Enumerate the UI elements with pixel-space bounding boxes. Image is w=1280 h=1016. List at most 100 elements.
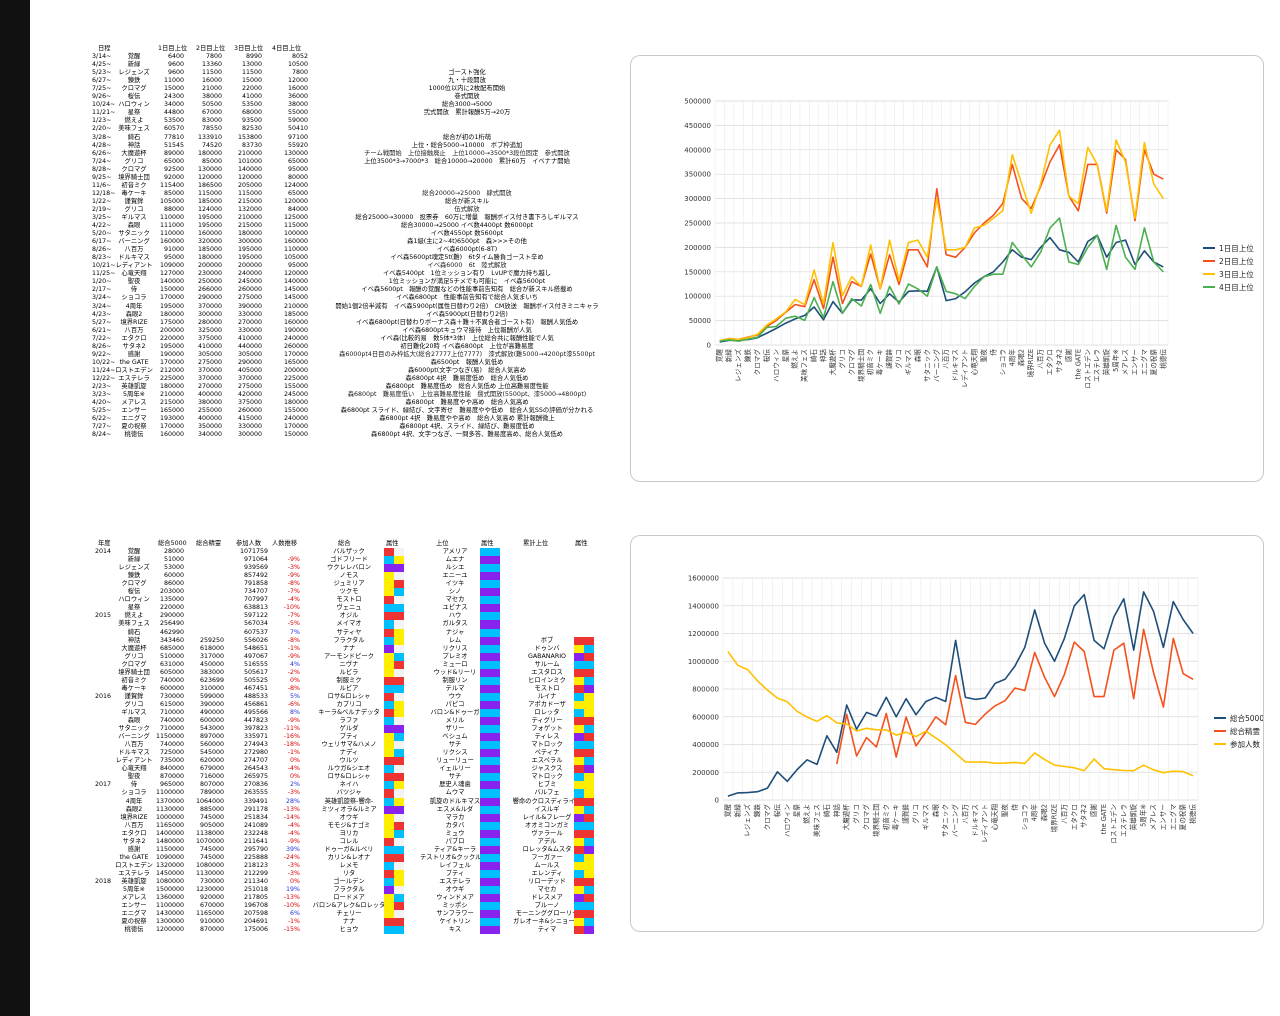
attribute-cell [584, 781, 594, 790]
participants-value: 335971 [243, 733, 268, 741]
table-row: 感謝 1150000 745000 295790 39% ドゥーガ&ルペリ ティア&キーラ ロ… [92, 845, 602, 854]
sogo-seirei-value: 910000 [199, 918, 224, 926]
attribute-cell [490, 829, 500, 838]
table-row: 11/24~ ロストエデン 212000 370000 405000 200000 森600… [92, 367, 602, 375]
attribute-cell [490, 894, 500, 903]
x-tick-label: 美味フェス [800, 349, 809, 382]
trend-value: -3% [287, 861, 300, 869]
x-tick-label: ギルマス [922, 804, 930, 830]
day4-value: 160000 [283, 318, 308, 326]
event-name: ショコラ [121, 789, 147, 797]
sogo5000-value: 220000 [159, 604, 184, 612]
attribute-cell [584, 700, 594, 709]
attribute-cell [394, 660, 404, 669]
day4-value: 95000 [287, 262, 308, 270]
sogo5000-value: 1430000 [155, 910, 184, 918]
event-name: 燃えよ [124, 117, 144, 125]
joui-card: レム [448, 636, 462, 644]
participants-value: 857492 [243, 572, 268, 580]
participants-value: 295790 [243, 845, 268, 853]
y-tick-label: 500000 [684, 98, 711, 106]
sogo-card: リタ [342, 869, 356, 877]
participants-value: 638813 [243, 604, 268, 612]
ruikei-card: ロレッタ&ムスタ [522, 845, 572, 853]
event-name: クロマグ [121, 165, 147, 173]
day1-value: 15000 [163, 85, 184, 93]
day2-value: 38000 [201, 93, 222, 101]
day3-value: 22000 [241, 85, 262, 93]
x-tick-label: 八百万 [961, 804, 969, 824]
attribute-cell [490, 684, 500, 693]
date: 3/25~ [92, 213, 112, 221]
attribute-cell [584, 813, 594, 822]
attribute-cell [490, 821, 500, 830]
sogo-card: ナナ [342, 918, 356, 926]
x-tick-label: 桜伝 [772, 804, 781, 818]
sogo5000-value: 1500000 [155, 886, 184, 894]
attribute-cell [384, 652, 394, 661]
attribute-cell [384, 588, 394, 597]
attribute-cell [480, 837, 490, 846]
legend-label: 総合5000 [1230, 713, 1263, 723]
sogo-card: ニヴナ [339, 660, 359, 668]
header-day3: 3日目上位 [234, 45, 264, 52]
note-text: 開始1個2倍半減有 イベ森5900pt(属性日替わり2倍) CM放送 報酬ボイス… [335, 302, 599, 310]
ruikei-card: エスペラル [531, 757, 563, 765]
attribute-cell [384, 894, 394, 903]
table-row: ギルマス 710000 490000 495566 8% キーラ&ベルナデッタ バロン&ドゥ… [92, 708, 602, 718]
ranking-summary-table: 年度 総合5000 総合精霊 参加人数 人数推移 総合 属性 上位 属性 累計上… [92, 540, 602, 1010]
table-row: 8/26~ サタネ2 195000 410000 440000 260000 初日難化20時… [92, 343, 602, 351]
joui-card: ミュウ [445, 829, 465, 837]
ranking-chart-svg: 0 50000 100000 150000 200000 250000 300000 3500… [684, 98, 1254, 389]
attribute-cell [384, 556, 394, 565]
table-row: 12/18~ 毒ケーキ 85000 115000 115000 65000 総合20000→… [92, 190, 602, 198]
attribute-cell [384, 660, 394, 669]
joui-card: オウギ [445, 886, 465, 894]
day4-value: 55000 [287, 109, 308, 117]
trend-value: 5% [290, 692, 300, 700]
day3-value: 260000 [237, 407, 262, 415]
sogo-card: ルウガ&シエオ [327, 765, 371, 773]
attribute-cell [490, 869, 500, 878]
table-row: 大魔遊杯 685000 618000 548651 -1% ナナ リクリス ドゥンバ [92, 644, 602, 653]
date: 8/28~ [92, 165, 112, 173]
date: 3/24~ [92, 294, 112, 302]
day3-value: 275000 [237, 382, 262, 390]
event-name: 大魔遊杯 [121, 644, 147, 652]
attribute-cell [384, 749, 394, 758]
attribute-cell [394, 604, 404, 613]
day4-value: 150000 [283, 431, 308, 439]
attribute-cell [394, 821, 404, 830]
attribute-cell [490, 652, 500, 661]
sogo-card: ミツィオラ&ルミア [321, 805, 377, 813]
attribute-cell [394, 708, 404, 718]
event-name: 初音ミク [121, 676, 147, 684]
legend-label: 1日目上位 [1219, 243, 1254, 253]
attribute-cell [394, 596, 404, 605]
participants-value: 211641 [243, 837, 268, 845]
sogo-card: ゴールデン [333, 877, 365, 885]
joui-card: パブロ [445, 837, 465, 845]
attribute-cell [384, 620, 394, 629]
attribute-cell [480, 741, 490, 750]
trend-value: -4% [287, 821, 300, 829]
x-tick-label: 夏の祝祭 [1178, 804, 1187, 831]
sogo5000-value: 1320000 [155, 861, 184, 869]
attribute-cell [480, 926, 490, 935]
event-name: 侍 [130, 286, 138, 294]
day2-value: 13360 [201, 61, 222, 69]
x-tick-label: 燃えよ [802, 804, 811, 824]
table-row: 11/25~ 心竜天翔 127000 230000 240000 120000 イベ森540… [92, 270, 602, 278]
attribute-cell [490, 596, 500, 605]
event-name: 境界RIZE [120, 813, 148, 821]
x-tick-label: ギルマス [904, 349, 912, 375]
attribute-cell [394, 845, 404, 854]
table-row: 4周年 1370000 1064000 339491 28% 英雄凱旋祭-響命- 凱旋のドル… [92, 797, 602, 806]
day2-value: 180000 [197, 149, 222, 157]
joui-card: カタバ [445, 821, 465, 829]
participants-value: 456861 [243, 700, 268, 708]
ruikei-card: オオミコンガミ [524, 821, 570, 829]
participants-value: 204691 [243, 918, 268, 926]
attribute-cell [394, 926, 404, 935]
trend-value: -7% [287, 588, 300, 596]
